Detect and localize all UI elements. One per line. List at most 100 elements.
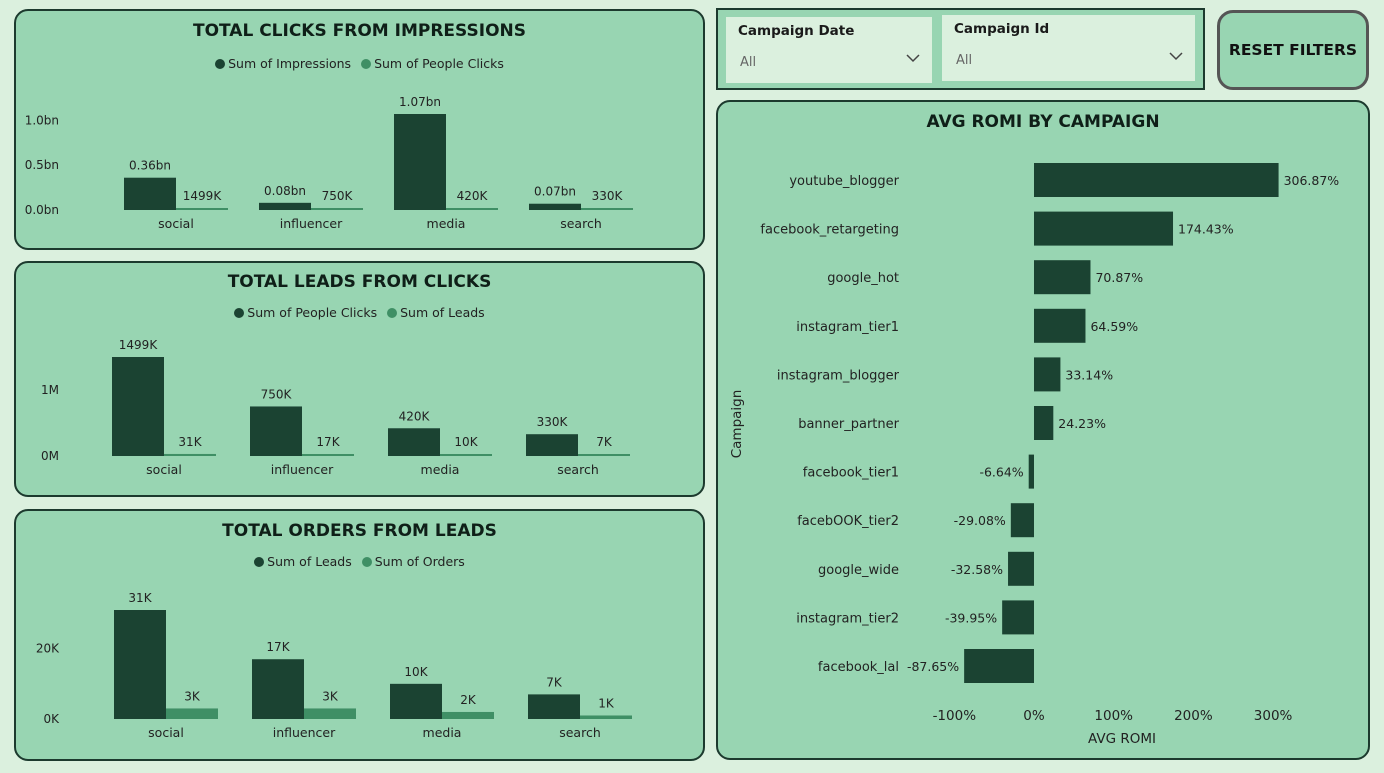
bar: [166, 708, 218, 719]
data-label: -32.58%: [951, 562, 1003, 577]
x-tick-label: influencer: [280, 216, 343, 231]
data-label: 3K: [322, 689, 339, 703]
data-label: 31K: [178, 435, 202, 449]
data-label: 2K: [460, 693, 477, 707]
x-tick-label: 200%: [1174, 708, 1213, 724]
chevron-down-icon[interactable]: [906, 53, 920, 63]
filter-bar: Campaign Date All Campaign Id All: [716, 8, 1205, 90]
legend-label: Sum of People Clicks: [247, 305, 378, 320]
orders-from-leads-panel: TOTAL ORDERS FROM LEADS Sum of Leads Sum…: [14, 509, 705, 761]
y-tick-label: 0.0bn: [25, 203, 59, 217]
y-tick-label: facebook_lal: [818, 660, 899, 675]
legend-dot-icon: [387, 308, 398, 318]
reset-filters-button[interactable]: RESET FILTERS: [1217, 10, 1369, 90]
bar: [440, 454, 492, 456]
legend-item-people-clicks[interactable]: Sum of People Clicks: [361, 56, 504, 71]
legend-label: Sum of Leads: [400, 305, 485, 320]
bar: [311, 208, 363, 210]
filter-value: All: [956, 53, 973, 68]
bar: [581, 208, 633, 210]
bar: [252, 659, 304, 719]
legend-dot-icon: [234, 308, 245, 318]
y-tick-label: facebook_retargeting: [760, 223, 899, 238]
leads-from-clicks-panel: TOTAL LEADS FROM CLICKS Sum of People Cl…: [14, 261, 705, 497]
bar: [1034, 308, 1086, 343]
chart-legend: Sum of Leads Sum of Orders: [16, 554, 703, 569]
bar: [1034, 211, 1174, 246]
legend-item-people-clicks[interactable]: Sum of People Clicks: [234, 305, 377, 320]
x-tick-label: 100%: [1094, 708, 1133, 724]
bar: [442, 711, 494, 719]
orders-from-leads-chart: 0K 20K 31K 3K social 17K 3K influencer 10K 2K medi…: [36, 591, 632, 740]
bar: [1034, 357, 1061, 392]
y-tick-label: instagram_blogger: [777, 368, 900, 383]
bar: [1010, 503, 1034, 538]
y-tick-label: 1M: [41, 383, 59, 397]
data-label: 420K: [457, 189, 489, 203]
data-label: 3K: [184, 689, 201, 703]
bar: [964, 649, 1034, 683]
data-label: 0.08bn: [264, 184, 306, 198]
bar: [114, 610, 166, 719]
data-label: 70.87%: [1095, 270, 1143, 285]
legend-item-impressions[interactable]: Sum of Impressions: [215, 56, 351, 71]
bar: [1002, 600, 1034, 635]
legend-item-orders[interactable]: Sum of Orders: [361, 554, 465, 569]
bar: [259, 202, 311, 210]
x-tick-label: search: [559, 725, 601, 740]
data-label: -29.08%: [954, 513, 1006, 528]
bar: [446, 208, 498, 210]
legend-dot-icon: [361, 59, 372, 69]
data-label: 17K: [266, 640, 290, 654]
data-label: 1.07bn: [399, 95, 441, 109]
data-label: 420K: [399, 409, 431, 423]
y-tick-label: instagram_tier1: [796, 320, 899, 335]
data-label: 64.59%: [1090, 319, 1138, 334]
bar: [1034, 406, 1054, 440]
bar: [578, 454, 630, 456]
x-tick-label: social: [146, 462, 182, 477]
campaign-id-filter[interactable]: Campaign Id All: [942, 15, 1195, 81]
y-tick-label: instagram_tier2: [796, 611, 899, 626]
clicks-from-impressions-chart: 0.0bn 0.5bn 1.0bn 0.36bn 1499K social 0.08bn 75…: [25, 95, 633, 231]
x-axis-label: AVG ROMI: [1088, 731, 1156, 747]
bar: [1008, 551, 1034, 586]
y-tick-label: facebook_tier1: [803, 466, 899, 481]
x-tick-label: search: [557, 462, 599, 477]
data-label: 306.87%: [1284, 173, 1340, 188]
chart-legend: Sum of People Clicks Sum of Leads: [16, 305, 703, 320]
data-label: -6.64%: [979, 465, 1023, 480]
campaign-date-filter[interactable]: Campaign Date All: [726, 17, 932, 83]
avg-romi-panel: AVG ROMI BY CAMPAIGN youtube_blogger 306.…: [716, 100, 1370, 760]
legend-dot-icon: [215, 59, 226, 69]
data-label: -39.95%: [945, 610, 997, 625]
leads-from-clicks-chart: 0M 1M 1499K 31K social 750K 17K influencer 420K 1…: [41, 338, 630, 477]
bar: [390, 683, 442, 719]
data-label: -87.65%: [907, 659, 959, 674]
data-label: 7K: [546, 675, 563, 689]
legend-dot-icon: [361, 557, 372, 567]
bar: [1034, 260, 1091, 295]
y-tick-label: google_wide: [818, 563, 899, 578]
y-tick-label: facebOOK_tier2: [797, 514, 899, 529]
filter-label: Campaign Date: [738, 23, 855, 39]
bar: [250, 406, 302, 456]
data-label: 10K: [454, 435, 478, 449]
bar: [526, 434, 578, 456]
legend-dot-icon: [254, 557, 265, 567]
bar: [580, 715, 632, 719]
data-label: 17K: [316, 435, 340, 449]
legend-item-leads[interactable]: Sum of Leads: [387, 305, 485, 320]
bar: [529, 203, 581, 210]
chart-title: TOTAL CLICKS FROM IMPRESSIONS: [192, 21, 527, 41]
data-label: 330K: [537, 415, 569, 429]
chart-title: TOTAL ORDERS FROM LEADS: [222, 521, 497, 541]
x-tick-label: -100%: [933, 708, 977, 724]
y-tick-label: 0M: [41, 449, 59, 463]
legend-item-leads[interactable]: Sum of Leads: [254, 554, 352, 569]
y-tick-label: 1.0bn: [25, 113, 59, 127]
chart-title: TOTAL LEADS FROM CLICKS: [227, 272, 492, 292]
y-axis-label: Campaign: [729, 390, 745, 459]
chevron-down-icon[interactable]: [1169, 51, 1183, 61]
legend-label: Sum of Orders: [374, 554, 465, 569]
